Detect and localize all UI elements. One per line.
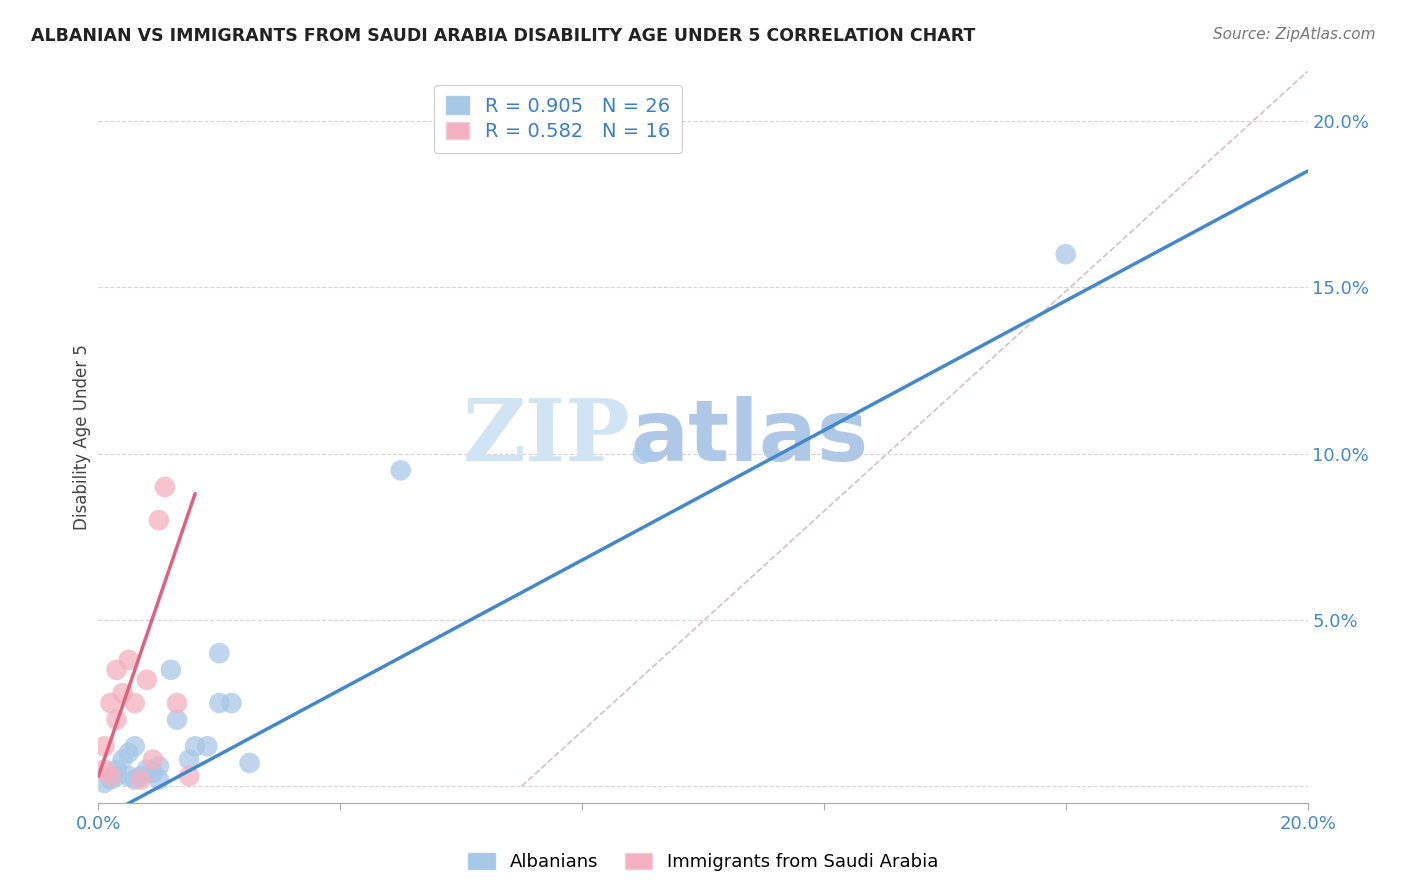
Point (129, 772, 152, 787)
Point (93, 739, 115, 754)
Point (105, 663, 128, 677)
Point (148, 759, 170, 773)
Point (142, 765, 165, 780)
Point (195, 739, 218, 754)
Point (148, 772, 170, 787)
Point (118, 653, 141, 667)
Point (124, 772, 146, 787)
Point (166, 696, 188, 710)
Point (208, 646, 231, 660)
Point (111, 753, 134, 767)
Point (142, 753, 165, 767)
Point (221, 696, 243, 710)
Point (100, 769, 122, 783)
Point (631, 447, 654, 461)
Point (118, 769, 141, 783)
Point (389, 463, 412, 477)
Point (1054, 247, 1077, 261)
Point (135, 763, 157, 777)
Point (100, 696, 122, 710)
Point (124, 739, 146, 754)
Legend: Albanians, Immigrants from Saudi Arabia: Albanians, Immigrants from Saudi Arabia (461, 846, 945, 879)
Point (93, 763, 115, 777)
Point (100, 772, 122, 787)
Point (105, 763, 128, 777)
Point (160, 663, 183, 677)
Point (148, 513, 170, 527)
Point (124, 696, 146, 710)
Point (129, 769, 152, 783)
Point (179, 753, 201, 767)
Point (153, 480, 176, 494)
Text: atlas: atlas (630, 395, 869, 479)
Point (135, 673, 157, 687)
Text: ALBANIAN VS IMMIGRANTS FROM SAUDI ARABIA DISABILITY AGE UNDER 5 CORRELATION CHAR: ALBANIAN VS IMMIGRANTS FROM SAUDI ARABIA… (31, 27, 976, 45)
Point (93, 776, 115, 790)
Point (208, 696, 231, 710)
Point (239, 756, 262, 770)
Point (111, 686, 134, 700)
Point (184, 739, 207, 754)
Point (118, 746, 141, 760)
Legend: R = 0.905   N = 26, R = 0.582   N = 16: R = 0.905 N = 26, R = 0.582 N = 16 (434, 85, 682, 153)
Text: ZIP: ZIP (463, 395, 630, 479)
Text: Source: ZipAtlas.com: Source: ZipAtlas.com (1212, 27, 1375, 42)
Point (105, 713, 128, 727)
Point (166, 713, 188, 727)
Point (105, 769, 128, 783)
Point (179, 769, 201, 783)
Y-axis label: Disability Age Under 5: Disability Age Under 5 (73, 344, 91, 530)
